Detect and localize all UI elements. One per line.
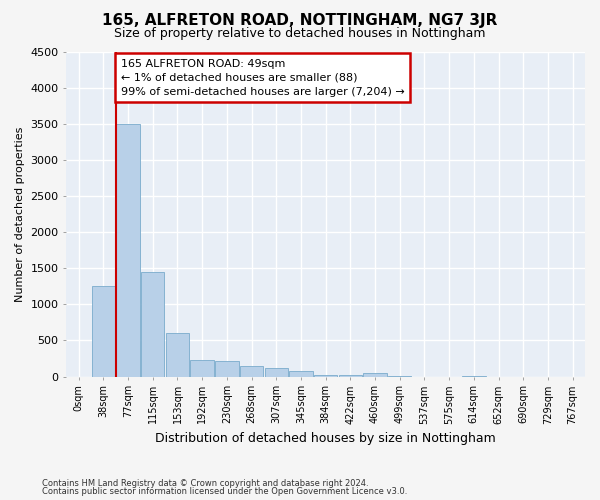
Bar [116,124,140,376]
Text: Contains public sector information licensed under the Open Government Licence v3: Contains public sector information licen… [42,487,407,496]
Bar [215,360,239,376]
Text: Contains HM Land Registry data © Crown copyright and database right 2024.: Contains HM Land Registry data © Crown c… [42,478,368,488]
X-axis label: Distribution of detached houses by size in Nottingham: Distribution of detached houses by size … [155,432,496,445]
Bar [265,368,288,376]
Bar [338,375,362,376]
Bar [190,360,214,376]
Bar [240,366,263,376]
Bar [141,272,164,376]
Text: 165 ALFRETON ROAD: 49sqm
← 1% of detached houses are smaller (88)
99% of semi-de: 165 ALFRETON ROAD: 49sqm ← 1% of detache… [121,58,404,96]
Y-axis label: Number of detached properties: Number of detached properties [15,126,25,302]
Bar [314,374,337,376]
Bar [289,371,313,376]
Bar [166,333,189,376]
Bar [364,373,387,376]
Text: Size of property relative to detached houses in Nottingham: Size of property relative to detached ho… [114,28,486,40]
Bar [92,286,115,376]
Text: 165, ALFRETON ROAD, NOTTINGHAM, NG7 3JR: 165, ALFRETON ROAD, NOTTINGHAM, NG7 3JR [103,12,497,28]
